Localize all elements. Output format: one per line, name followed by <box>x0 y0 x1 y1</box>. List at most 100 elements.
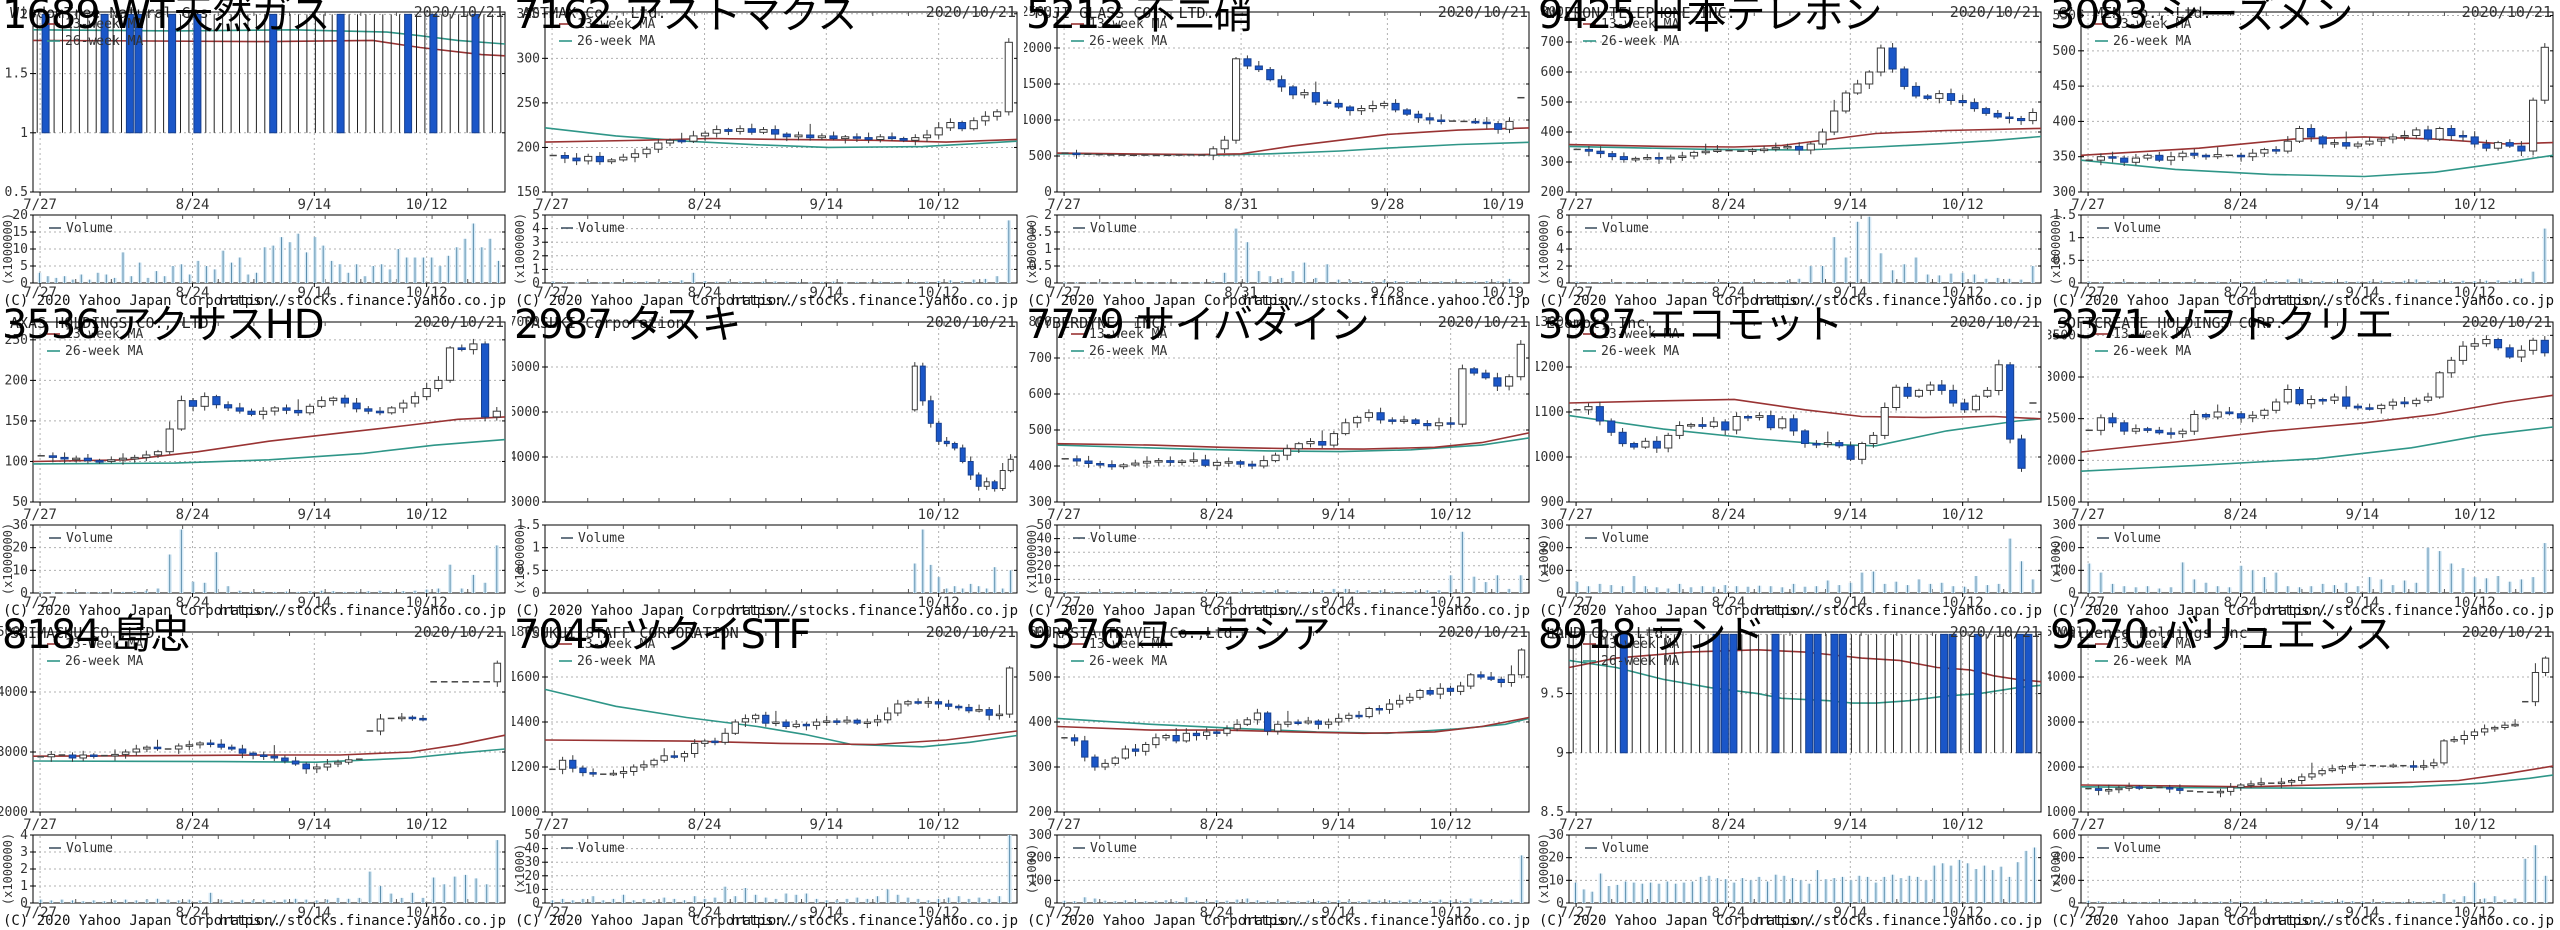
svg-text:20: 20 <box>1036 559 1052 574</box>
svg-text:7/27: 7/27 <box>23 905 57 921</box>
price-volume-plot: 0500100015002000250000.511.527/277/278/3… <box>1024 5 1530 301</box>
price-volume-plot: 0.511.52051015207/277/278/248/249/149/14… <box>1 7 506 301</box>
svg-text:8/24: 8/24 <box>1712 595 1746 611</box>
chart-date: 2020/10/21 <box>413 3 504 21</box>
svg-text:0: 0 <box>2068 276 2076 291</box>
svg-text:(x1000000): (x1000000) <box>1 523 15 595</box>
source-url: https://stocks.finance.yahoo.co.jp <box>731 603 1018 619</box>
svg-text:400: 400 <box>2053 851 2076 866</box>
company-name-en: AXAS HOLDINGS CO., LTD. <box>10 314 218 332</box>
svg-text:1100: 1100 <box>1536 405 1564 420</box>
svg-text:350: 350 <box>2053 150 2076 165</box>
svg-text:26-week MA: 26-week MA <box>2113 344 2191 359</box>
svg-text:Volume: Volume <box>578 841 625 856</box>
svg-text:8/24: 8/24 <box>2224 905 2258 921</box>
svg-text:30: 30 <box>1548 828 1564 843</box>
price-volume-plot: 3000 4000 5000 6000 7000 0 0.5 1 1.5 10/12 10/12 Vo… <box>512 315 1018 611</box>
svg-text:8/24: 8/24 <box>176 595 210 611</box>
svg-text:9/14: 9/14 <box>297 595 331 611</box>
svg-text:Volume: Volume <box>66 221 113 236</box>
svg-text:500: 500 <box>1541 95 1564 110</box>
svg-text:40: 40 <box>524 842 540 857</box>
svg-text:200: 200 <box>1541 541 1564 556</box>
svg-text:400: 400 <box>2053 114 2076 129</box>
svg-text:(x1000): (x1000) <box>2049 844 2063 895</box>
svg-text:(x1000000): (x1000000) <box>1 213 15 285</box>
svg-text:30: 30 <box>1036 545 1052 560</box>
svg-text:8/24: 8/24 <box>688 817 722 833</box>
svg-text:9/14: 9/14 <box>809 905 843 921</box>
stock-chart-cell: CYBERDYNE, INC. 300 400 500 600 700 800 0 10 20 3… <box>1024 302 1536 620</box>
chart-date: 2020/10/21 <box>925 313 1016 331</box>
chart-title: 9376 ユーラシア <box>1026 612 1331 658</box>
svg-text:2000: 2000 <box>2048 760 2076 775</box>
svg-text:50: 50 <box>524 828 540 843</box>
svg-text:2: 2 <box>1556 259 1564 274</box>
svg-text:9/14: 9/14 <box>297 285 331 301</box>
source-url: https://stocks.finance.yahoo.co.jp <box>1755 913 2042 929</box>
svg-text:300: 300 <box>1541 155 1564 170</box>
copyright: (C) 2020 Yahoo Japan Corporation. <box>1539 913 1818 929</box>
svg-text:15: 15 <box>12 225 28 240</box>
price-volume-plot: 2000300040005000012347/277/278/248/249/1… <box>0 625 506 921</box>
svg-text:600: 600 <box>1029 625 1052 640</box>
svg-text:26-week MA: 26-week MA <box>1089 654 1167 669</box>
svg-text:8/24: 8/24 <box>688 905 722 921</box>
stock-chart-cell: Ecomott Inc. 900 1000 1100 1200 1300 0 100 200 3… <box>1536 302 2048 620</box>
source-url: https://stocks.finance.yahoo.co.jp <box>2267 913 2554 929</box>
svg-text:26-week MA: 26-week MA <box>65 34 143 49</box>
svg-text:8/24: 8/24 <box>176 285 210 301</box>
svg-text:4: 4 <box>532 222 540 237</box>
svg-text:5000: 5000 <box>2048 625 2076 640</box>
svg-text:7/27: 7/27 <box>535 197 569 213</box>
svg-text:7/27: 7/27 <box>1047 197 1081 213</box>
svg-text:10/12: 10/12 <box>1942 817 1984 833</box>
svg-text:300: 300 <box>1029 760 1052 775</box>
svg-text:7/27: 7/27 <box>2071 197 2105 213</box>
svg-text:7/27: 7/27 <box>23 595 57 611</box>
company-name-en: ASTMAX Co., Ltd. <box>522 4 667 22</box>
svg-text:1000: 1000 <box>512 805 540 820</box>
svg-text:10: 10 <box>12 242 28 257</box>
svg-text:7/27: 7/27 <box>535 285 569 301</box>
chart-date: 2020/10/21 <box>1949 3 2040 21</box>
svg-text:9: 9 <box>1556 746 1564 761</box>
svg-text:26-week MA: 26-week MA <box>1601 654 1679 669</box>
svg-text:(x1000000): (x1000000) <box>513 523 527 595</box>
chart-date: 2020/10/21 <box>2461 623 2552 641</box>
svg-text:2500: 2500 <box>1024 5 1052 20</box>
svg-text:10/12: 10/12 <box>1430 817 1472 833</box>
svg-text:9.5: 9.5 <box>1541 687 1564 702</box>
svg-text:26-week MA: 26-week MA <box>65 344 143 359</box>
svg-text:5: 5 <box>20 259 28 274</box>
svg-text:10/12: 10/12 <box>1942 595 1984 611</box>
source-url: https://stocks.finance.yahoo.co.jp <box>219 603 506 619</box>
svg-text:200: 200 <box>2053 541 2076 556</box>
svg-text:10/12: 10/12 <box>406 197 448 213</box>
svg-text:0: 0 <box>20 586 28 601</box>
copyright: (C) 2020 Yahoo Japan Corporation. <box>515 603 794 619</box>
svg-text:7/27: 7/27 <box>1559 905 1593 921</box>
svg-text:30: 30 <box>524 855 540 870</box>
svg-text:9/14: 9/14 <box>2345 817 2379 833</box>
svg-text:400: 400 <box>1029 715 1052 730</box>
svg-text:13-week MA: 13-week MA <box>65 17 143 32</box>
svg-text:500: 500 <box>2053 44 2076 59</box>
svg-text:4: 4 <box>1556 242 1564 257</box>
copyright: (C) 2020 Yahoo Japan Corporation. <box>515 293 794 309</box>
source-url: https://stocks.finance.yahoo.co.jp <box>219 293 506 309</box>
svg-text:Volume: Volume <box>578 531 625 546</box>
svg-text:10/12: 10/12 <box>406 507 448 523</box>
svg-text:350: 350 <box>517 7 540 22</box>
svg-text:1.5: 1.5 <box>1029 225 1052 240</box>
company-name-en: TSUKUI STAFF CORPORATION <box>522 624 739 642</box>
svg-text:(x1000): (x1000) <box>1025 844 1039 895</box>
svg-text:13-week MA: 13-week MA <box>1601 637 1679 652</box>
svg-text:Volume: Volume <box>1602 841 1649 856</box>
chart-title: 8184 島忠 <box>2 612 191 658</box>
svg-text:9/14: 9/14 <box>809 285 843 301</box>
source-url: https://stocks.finance.yahoo.co.jp <box>1243 293 1530 309</box>
svg-text:13-week MA: 13-week MA <box>577 637 655 652</box>
svg-text:4000: 4000 <box>0 685 28 700</box>
copyright: (C) 2020 Yahoo Japan Corporation. <box>2051 913 2330 929</box>
